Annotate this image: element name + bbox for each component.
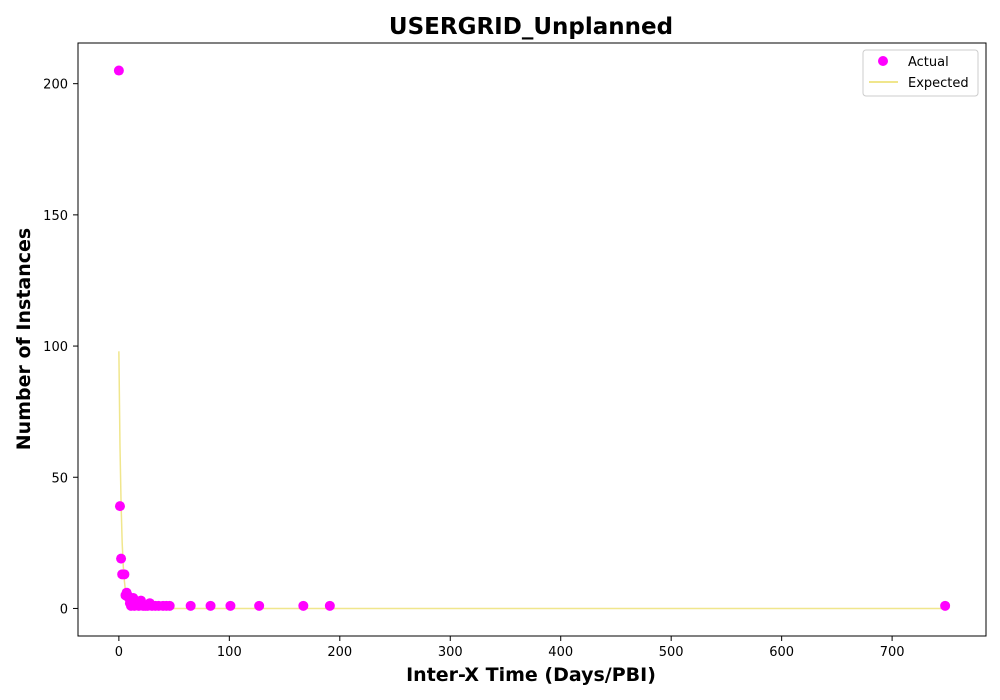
x-tick-label: 200	[327, 645, 352, 660]
actual-point	[940, 600, 951, 611]
x-tick-label: 300	[438, 645, 463, 660]
actual-point	[324, 600, 335, 611]
x-axis-label: Inter-X Time (Days/PBI)	[406, 664, 656, 686]
x-tick-label: 500	[659, 645, 684, 660]
x-tick-label: 600	[769, 645, 794, 660]
actual-point	[254, 600, 265, 611]
x-tick-label: 400	[548, 645, 573, 660]
actual-point	[225, 600, 236, 611]
y-tick-label: 150	[43, 209, 68, 224]
actual-point	[185, 600, 196, 611]
y-tick-label: 0	[60, 602, 68, 617]
y-axis-label: Number of Instances	[13, 228, 35, 450]
x-tick-label: 700	[880, 645, 905, 660]
y-axis-ticks: 0 50 100 150 200	[43, 78, 78, 617]
legend-box	[862, 49, 979, 97]
actual-point	[205, 600, 216, 611]
chart-title: USERGRID_Unplanned	[389, 14, 673, 40]
legend: Actual Expected	[862, 49, 979, 97]
actual-point	[114, 501, 125, 512]
x-tick-label: 0	[115, 645, 123, 660]
expected-series-line	[118, 351, 946, 610]
legend-expected-label: Expected	[908, 76, 969, 91]
actual-point	[298, 600, 309, 611]
plot-frame	[77, 42, 987, 637]
actual-point	[116, 553, 127, 564]
y-tick-label: 200	[43, 78, 68, 93]
legend-actual-label: Actual	[908, 55, 949, 70]
y-tick-label: 100	[43, 340, 68, 355]
actual-point	[113, 65, 124, 76]
plot-area	[77, 42, 987, 637]
actual-points-layer	[113, 65, 951, 611]
actual-point	[164, 600, 175, 611]
expected-line-layer	[118, 351, 946, 610]
x-tick-label: 100	[217, 645, 242, 660]
legend-actual-marker	[878, 56, 888, 66]
x-axis-ticks: 0 100 200 300 400 500 600 700	[115, 636, 905, 660]
y-tick-label: 50	[51, 471, 68, 486]
actual-point	[119, 569, 130, 580]
